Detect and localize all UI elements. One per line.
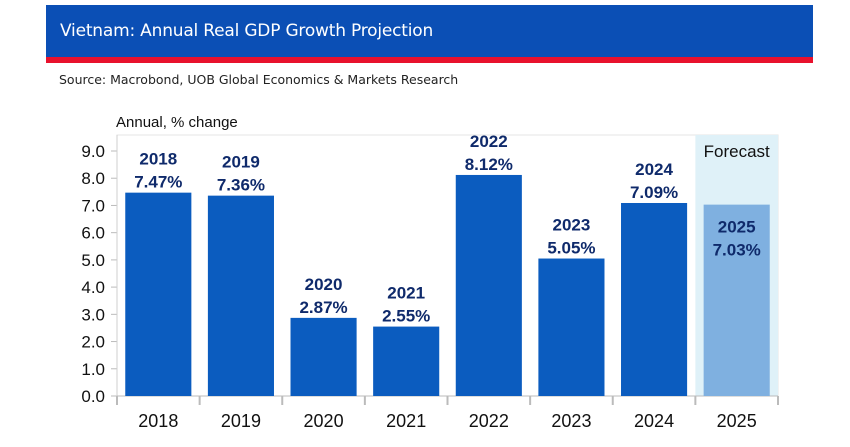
- data-label-value: 8.12%: [465, 155, 513, 174]
- y-axis-label: Annual, % change: [116, 114, 238, 131]
- y-tick-label: 9.0: [81, 142, 105, 161]
- data-label-value: 2.55%: [382, 307, 430, 326]
- source-note: Source: Macrobond, UOB Global Economics …: [59, 72, 459, 87]
- x-tick-label: 2019: [221, 411, 261, 431]
- chart-header: Vietnam: Annual Real GDP Growth Projecti…: [46, 5, 813, 57]
- data-label-value: 7.47%: [134, 173, 182, 192]
- data-label-year: 2024: [635, 160, 673, 179]
- bar-2019: [207, 195, 274, 396]
- data-label-value: 2.87%: [299, 298, 347, 317]
- chart-title: Vietnam: Annual Real GDP Growth Projecti…: [60, 21, 434, 41]
- data-label-year: 2025: [718, 218, 756, 237]
- y-tick-label: 0.0: [81, 387, 105, 406]
- bar-2021: [373, 326, 440, 396]
- data-label-year: 2020: [305, 275, 343, 294]
- y-tick-label: 4.0: [81, 278, 105, 297]
- data-label-value: 5.05%: [547, 239, 595, 258]
- y-tick-label: 5.0: [81, 251, 105, 270]
- data-label-year: 2018: [139, 150, 177, 169]
- x-tick-label: 2025: [717, 411, 757, 431]
- y-tick-label: 7.0: [81, 196, 105, 215]
- bar-2023: [538, 258, 605, 396]
- x-tick-label: 2023: [551, 411, 591, 431]
- x-tick-label: 2022: [469, 411, 509, 431]
- bar-2024: [621, 202, 688, 396]
- y-tick-label: 3.0: [81, 305, 105, 324]
- bar-2022: [455, 174, 522, 396]
- y-tick-label: 2.0: [81, 333, 105, 352]
- data-label-year: 2019: [222, 153, 260, 172]
- data-label-value: 7.36%: [217, 176, 265, 195]
- data-label-value: 7.09%: [630, 183, 678, 202]
- data-label-value: 7.03%: [713, 241, 761, 260]
- bar-2020: [290, 317, 357, 396]
- y-tick-label: 8.0: [81, 169, 105, 188]
- bar-2025: [703, 204, 770, 396]
- data-label-year: 2023: [553, 216, 591, 235]
- forecast-label: Forecast: [704, 142, 770, 161]
- data-label-year: 2022: [470, 132, 508, 151]
- y-tick-label: 6.0: [81, 224, 105, 243]
- x-tick-label: 2020: [304, 411, 344, 431]
- y-tick-label: 1.0: [81, 360, 105, 379]
- data-label-year: 2021: [387, 284, 425, 303]
- x-tick-label: 2018: [138, 411, 178, 431]
- x-tick-label: 2021: [386, 411, 426, 431]
- header-accent-rule: [46, 57, 813, 63]
- x-tick-label: 2024: [634, 411, 674, 431]
- bar-2018: [125, 192, 192, 396]
